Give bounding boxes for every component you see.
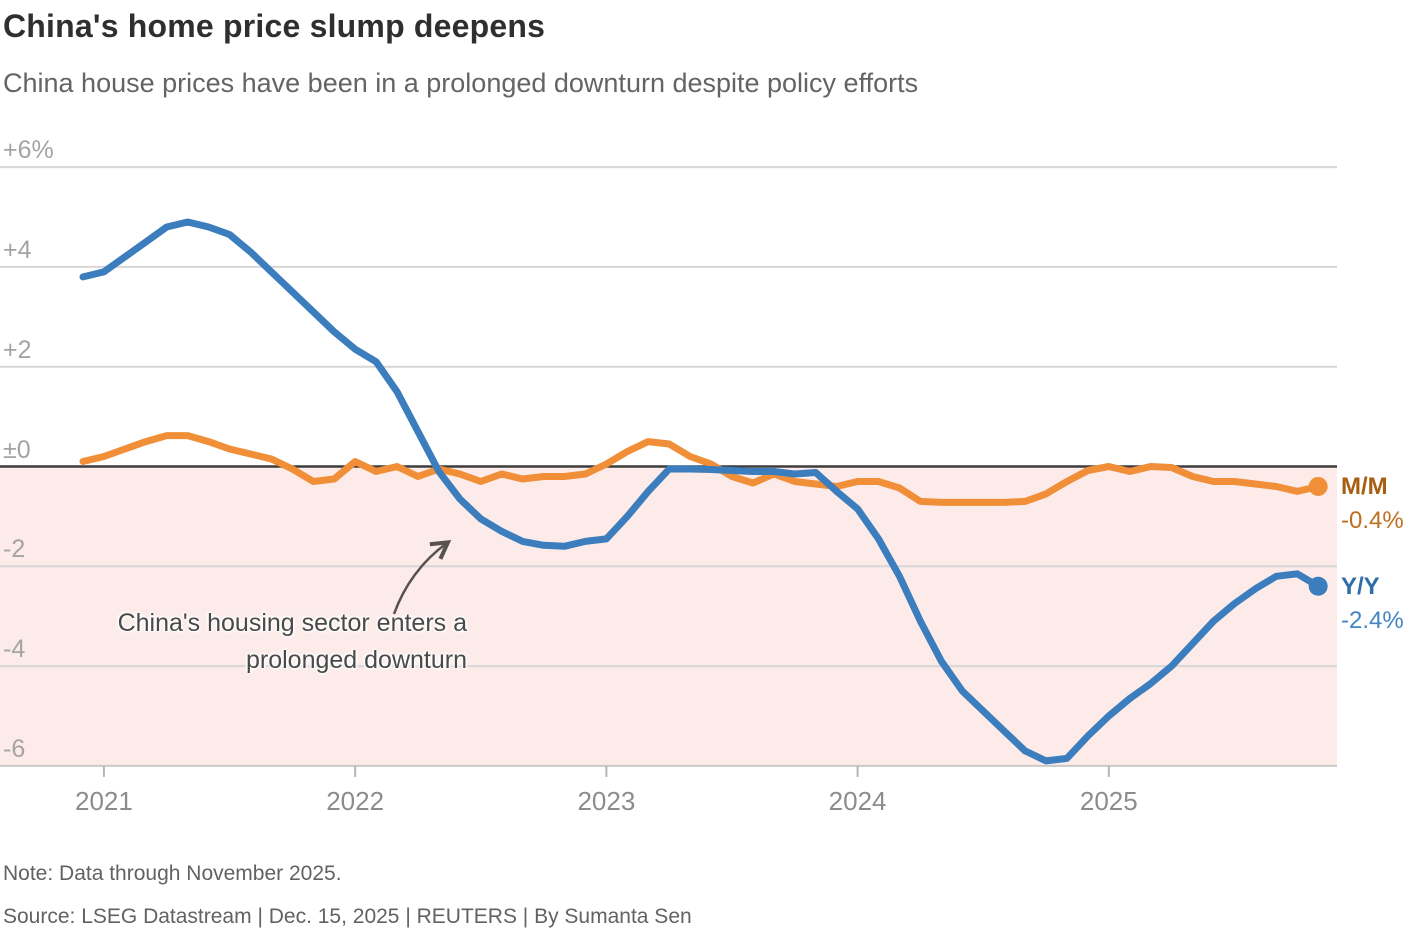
x-axis-label: 2023 (577, 786, 636, 816)
annotation-arrow (392, 539, 452, 615)
series-value-yy: -2.4% (1341, 607, 1404, 634)
footer-source: Source: LSEG Datastream | Dec. 15, 2025 … (3, 905, 692, 928)
x-axis-label: 2022 (326, 786, 385, 816)
x-axis-label: 2021 (75, 786, 133, 816)
series-value-mm: -0.4% (1341, 507, 1404, 534)
x-axis-label: 2024 (828, 786, 887, 816)
annotation-text: China's housing sector enters a prolonge… (0, 605, 467, 679)
y-axis-label: -2 (3, 535, 26, 564)
series-label-yy: Y/Y (1341, 573, 1380, 600)
y-axis-label: -6 (3, 734, 26, 763)
series-label-mm: M/M (1341, 473, 1388, 500)
y-axis-label: -4 (3, 635, 26, 664)
series-end-dot-mm (1308, 476, 1328, 496)
y-axis-label: +6% (3, 136, 54, 165)
annotation-line-1: China's housing sector enters a (117, 609, 467, 637)
footer-note: Note: Data through November 2025. (3, 862, 342, 885)
annotation-line-2: prolonged downturn (246, 646, 467, 674)
y-axis-label: ±0 (3, 435, 31, 464)
y-axis-label: +2 (3, 335, 32, 364)
series-end-dot-yy (1308, 576, 1328, 596)
y-axis-label: +4 (3, 235, 32, 264)
chart-subtitle: China house prices have been in a prolon… (3, 68, 919, 98)
x-axis-label: 2025 (1079, 786, 1138, 816)
chart-title: China's home price slump deepens (3, 8, 546, 44)
series-line-yy (79, 218, 1322, 765)
series-line-mm (79, 432, 1322, 506)
